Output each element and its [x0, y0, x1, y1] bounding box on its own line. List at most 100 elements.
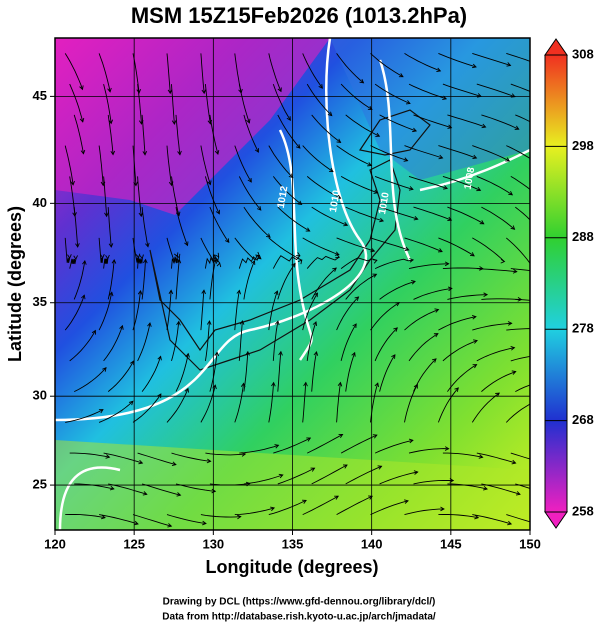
streamline: [132, 393, 162, 423]
arrowhead: [336, 194, 342, 199]
arrowhead: [212, 258, 218, 264]
streamline: [64, 295, 85, 331]
arrowhead: [483, 485, 488, 491]
streamline: [166, 514, 206, 524]
arrowhead: [216, 262, 222, 268]
colorbar-tick-label: 298: [572, 138, 594, 153]
streamline: [481, 371, 516, 392]
streamline: [307, 434, 343, 454]
colorbar-tick-label: 268: [572, 412, 594, 427]
arrowhead: [167, 89, 173, 95]
arrowhead: [437, 248, 443, 253]
arrowhead: [239, 320, 245, 325]
streamline: [132, 290, 141, 331]
streamline: [175, 483, 216, 492]
streamline: [447, 206, 484, 225]
arrowhead: [354, 296, 360, 301]
arrowhead: [483, 292, 489, 298]
streamline: [476, 83, 515, 98]
arrowhead: [278, 473, 284, 479]
arrowhead: [351, 351, 356, 357]
arrowhead: [511, 370, 517, 375]
arrowhead: [413, 215, 419, 221]
streamline: [98, 237, 104, 263]
arrowhead: [447, 216, 453, 222]
arrowhead: [318, 84, 323, 89]
streamline: [506, 52, 530, 62]
arrowhead: [274, 290, 279, 296]
chart-title: MSM 15Z15Feb2026 (1013.2hPa): [131, 3, 467, 28]
streamline: [370, 53, 404, 78]
arrowhead: [135, 253, 141, 259]
streamline: [311, 114, 341, 143]
arrowhead: [247, 177, 252, 183]
streamline: [438, 52, 477, 68]
streamline: [442, 175, 481, 191]
arrowhead: [246, 118, 251, 124]
streamline: [311, 267, 337, 300]
streamline: [209, 206, 230, 243]
streamline: [302, 53, 323, 89]
arrowhead: [368, 495, 373, 500]
streamline: [166, 290, 172, 331]
arrowhead: [514, 125, 520, 130]
y-tick-label: 30: [33, 388, 47, 403]
streamline: [137, 452, 177, 466]
arrowhead: [138, 459, 144, 465]
arrowhead: [137, 289, 143, 295]
streamline: [137, 322, 151, 362]
streamline: [243, 351, 249, 392]
arrowhead: [327, 111, 333, 117]
arrowhead: [225, 238, 230, 244]
arrowhead: [79, 117, 85, 123]
streamline: [345, 352, 356, 392]
arrowhead: [373, 189, 379, 194]
contour-label: 1010: [328, 189, 343, 213]
streamline: [447, 364, 477, 392]
arrowhead: [470, 252, 475, 257]
streamline: [99, 514, 139, 525]
arrowhead: [108, 119, 114, 125]
streamline: [506, 145, 530, 160]
footer: Drawing by DCL (https://www.gfd-dennou.o…: [163, 597, 436, 608]
arrowhead: [177, 150, 182, 156]
y-tick-label: 40: [33, 195, 47, 210]
streamline: [103, 83, 112, 124]
streamline: [404, 145, 443, 159]
y-tick-label: 25: [33, 477, 47, 492]
streamline: [238, 255, 260, 269]
arrowhead: [313, 351, 319, 356]
streamline: [336, 296, 359, 331]
arrowhead: [359, 78, 365, 84]
streamline: [302, 145, 334, 172]
streamline: [268, 382, 275, 423]
streamline: [137, 84, 142, 124]
arrowhead: [185, 352, 190, 358]
arrowhead: [139, 254, 144, 260]
streamline: [268, 499, 307, 516]
streamline: [379, 471, 418, 485]
arrowhead: [512, 269, 518, 274]
arrowhead: [201, 289, 206, 295]
arrowhead: [476, 186, 482, 192]
streamline: [234, 507, 275, 516]
arrowhead: [472, 154, 478, 160]
arrowhead: [375, 132, 381, 137]
streamline: [438, 514, 479, 519]
streamline: [370, 500, 409, 516]
arrowhead: [334, 495, 339, 500]
streamline: [103, 325, 123, 362]
colorbar-tick-label: 258: [572, 503, 594, 518]
arrowhead: [540, 231, 544, 235]
streamline: [437, 387, 459, 423]
arrowhead: [432, 358, 437, 363]
streamline: [204, 176, 220, 214]
streamline: [404, 309, 439, 331]
arrowhead: [436, 67, 442, 72]
arrowhead: [471, 314, 477, 320]
arrowhead: [343, 221, 349, 227]
streamline: [438, 145, 477, 159]
arrowhead: [440, 506, 445, 512]
streamline: [107, 207, 112, 248]
streamline: [268, 53, 282, 92]
